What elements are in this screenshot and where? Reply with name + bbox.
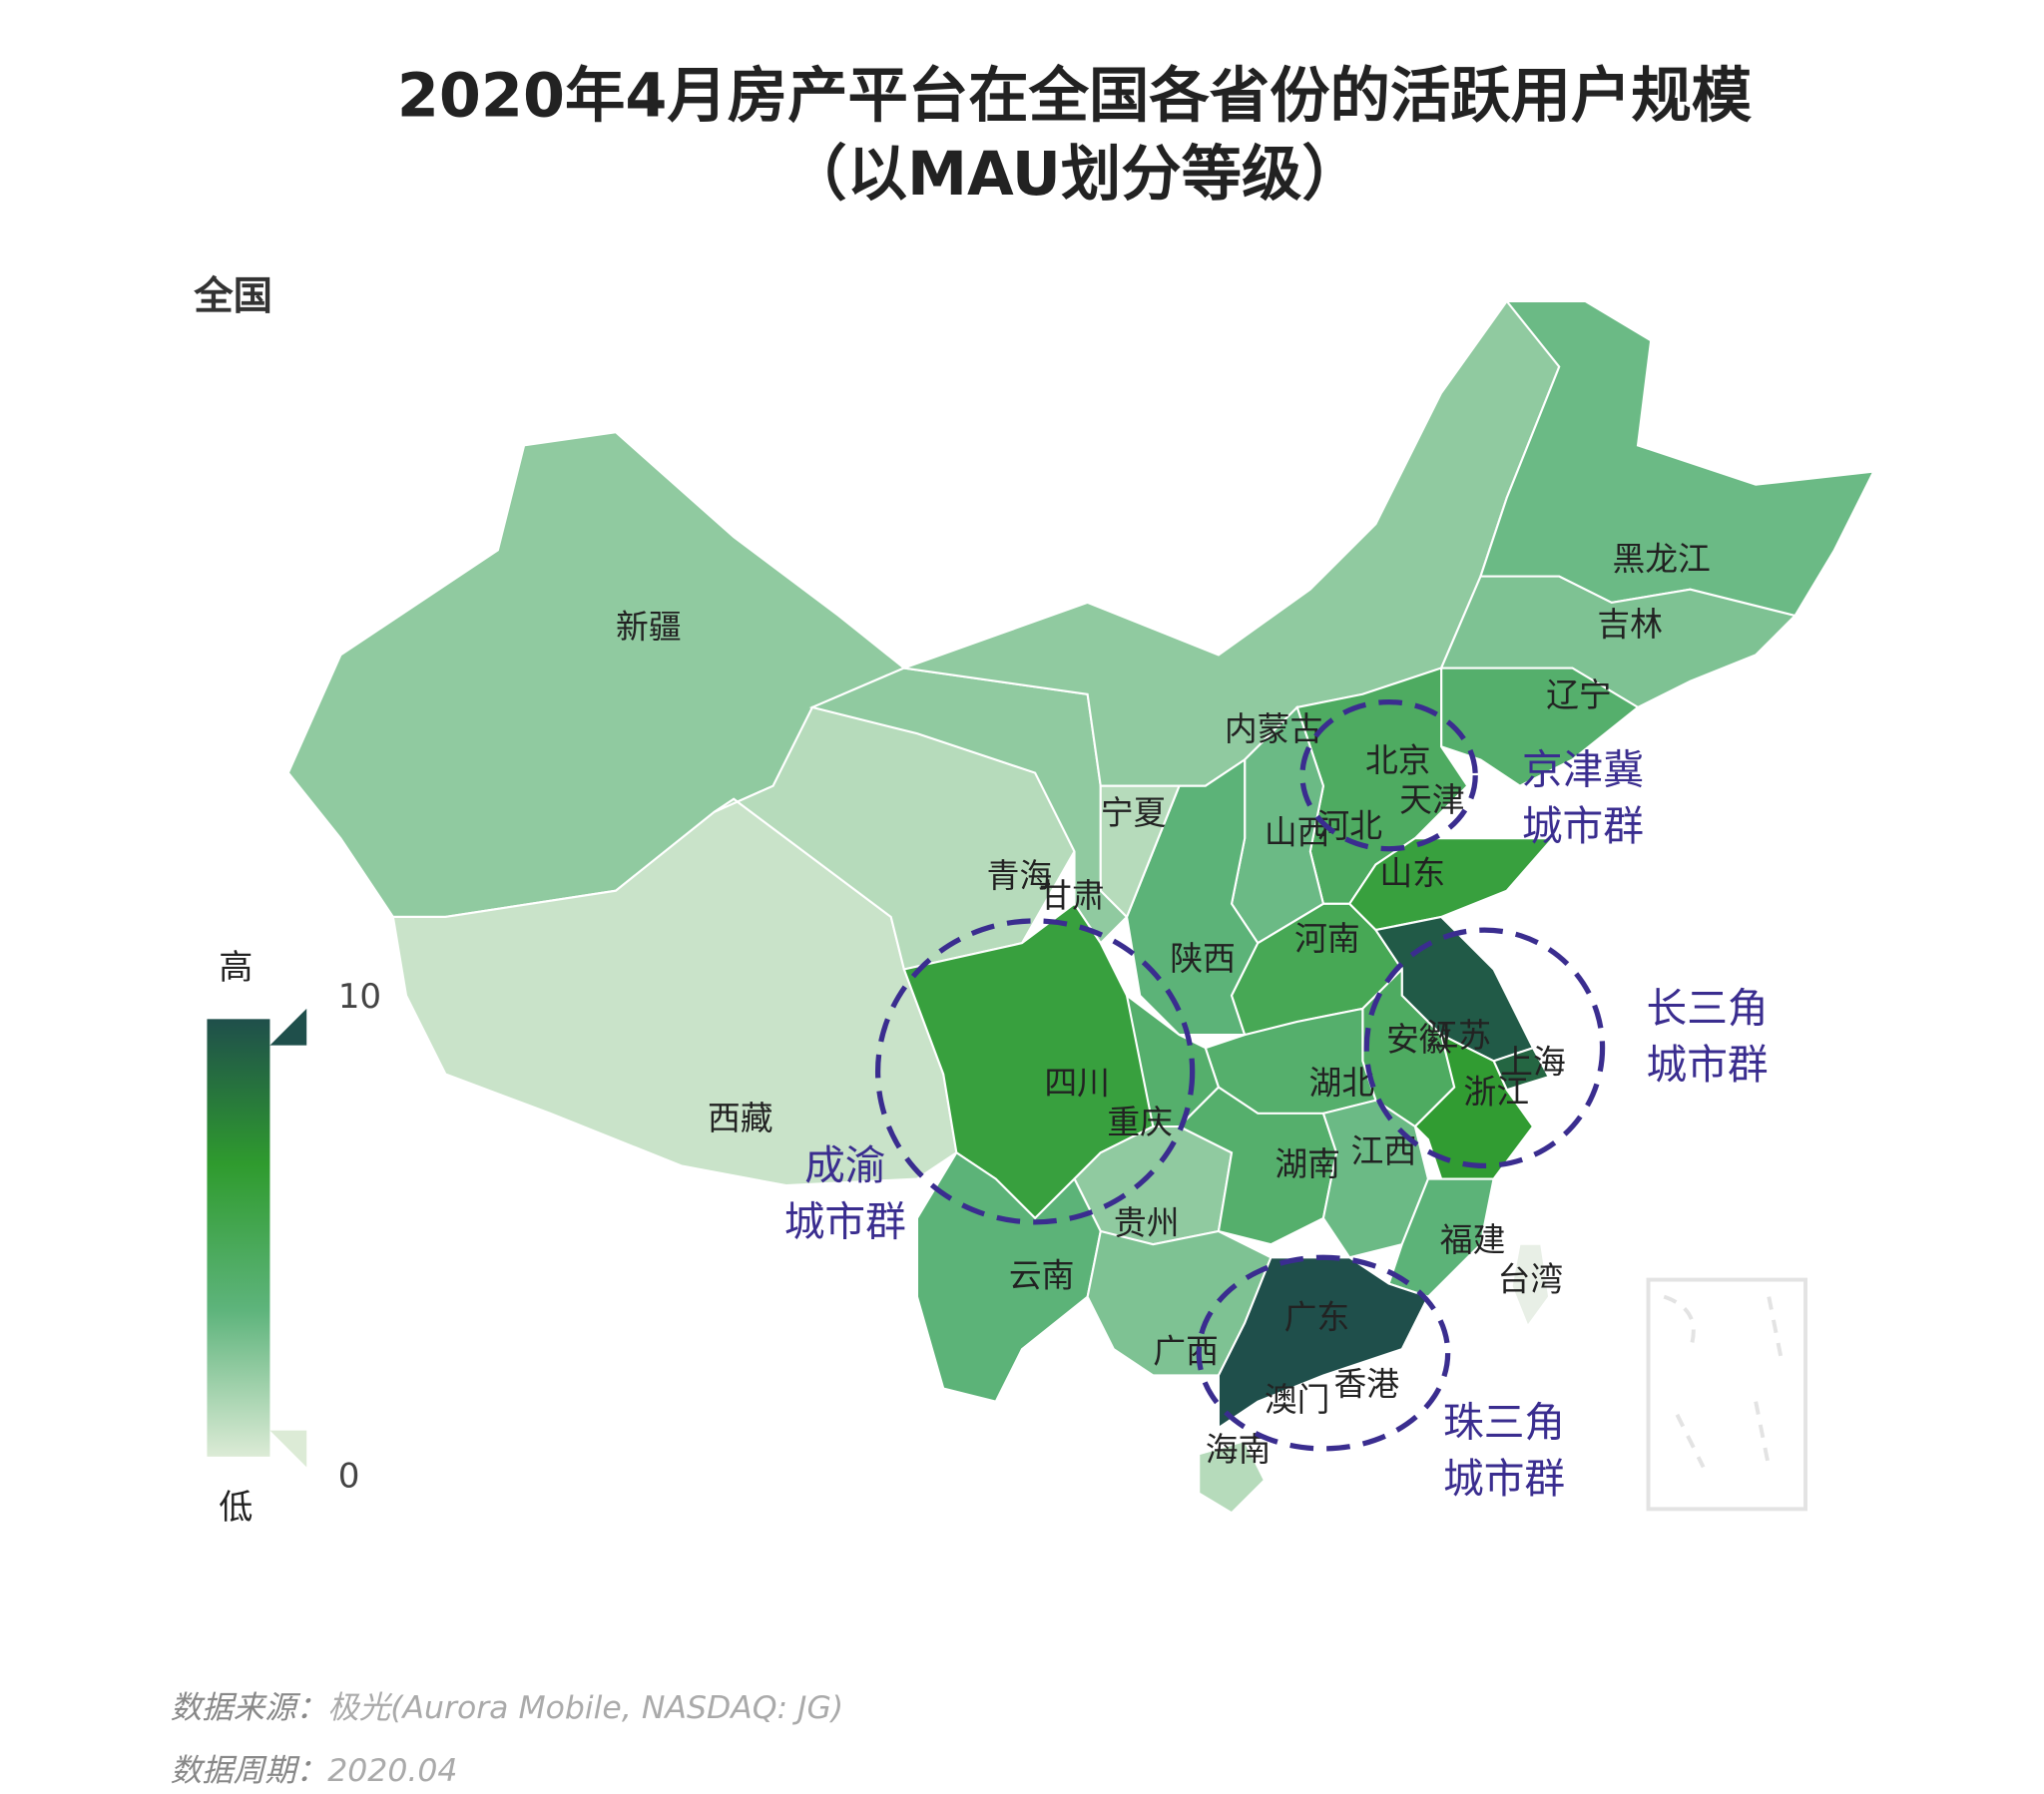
legend-tick: [269, 1430, 307, 1468]
region-label: 云南: [1009, 1256, 1075, 1294]
region: [1099, 784, 1182, 919]
region-label: 陕西: [1170, 940, 1236, 978]
region: [915, 1150, 1102, 1403]
title: 2020年4月房产平台在全国各省份的活跃用户规模: [397, 61, 1753, 131]
cluster-label: 城市群: [784, 1197, 906, 1245]
region: [1198, 1439, 1267, 1515]
region-label: 宁夏: [1101, 794, 1167, 832]
scope-label: 全国: [193, 273, 272, 319]
cluster-label: 长三角: [1647, 984, 1769, 1032]
region-label: 辽宁: [1546, 676, 1612, 714]
legend: 高 低 0 10: [207, 948, 381, 1528]
south-sea-inset: [1646, 1277, 1808, 1512]
map: 新疆西藏青海甘肃内蒙古黑龙江吉林辽宁河北山西陕西宁夏山东河南江苏安徽上海浙江湖北…: [286, 299, 1876, 1515]
cluster-label: 成渝: [804, 1141, 885, 1189]
period-value: 2020.04: [327, 1753, 457, 1789]
legend-tick-label: 0: [338, 1456, 360, 1496]
region-label: 黑龙江: [1612, 540, 1710, 578]
region-label: 吉林: [1597, 606, 1663, 644]
region-label: 河南: [1294, 920, 1360, 958]
cluster-ring: [1299, 699, 1478, 852]
legend-high: 高: [219, 948, 253, 988]
region-label: 甘肃: [1039, 877, 1105, 915]
period: 数据周期：2020.04: [171, 1753, 458, 1789]
place-label: 北京: [1365, 742, 1431, 780]
region-label: 湖南: [1275, 1145, 1340, 1183]
cluster-label: 京津冀: [1522, 746, 1644, 794]
region: [1177, 1086, 1338, 1246]
region-label: 山东: [1379, 854, 1445, 892]
taiwan-shape: [1511, 1243, 1550, 1327]
legend-tick-label: 10: [338, 977, 381, 1017]
region-label: 重庆: [1107, 1104, 1173, 1141]
place-label: 澳门: [1265, 1381, 1330, 1419]
source-label: 数据来源：: [171, 1690, 328, 1726]
cluster-ring: [874, 918, 1196, 1225]
source-value: 极光(Aurora Mobile, NASDAQ: JG): [327, 1690, 843, 1726]
region-label: 江苏: [1425, 1017, 1491, 1055]
region-label: 西藏: [708, 1100, 773, 1137]
region-label: 上海: [1500, 1043, 1566, 1081]
region-label: 广东: [1284, 1298, 1350, 1336]
region: [1217, 1256, 1430, 1430]
legend-bar: [207, 1019, 270, 1457]
source: 数据来源：极光(Aurora Mobile, NASDAQ: JG): [171, 1690, 843, 1726]
region-label: 青海: [987, 857, 1053, 895]
region: [1387, 1177, 1495, 1298]
cluster-label: 城市群: [1522, 802, 1644, 850]
place-label: 香港: [1333, 1365, 1399, 1403]
cluster-label: 城市群: [1443, 1455, 1565, 1503]
region-label: 新疆: [616, 609, 682, 647]
cluster-label: 城市群: [1647, 1041, 1769, 1089]
region: [1440, 667, 1640, 787]
region-label: 四川: [1044, 1064, 1110, 1102]
cluster-label: 珠三角: [1443, 1398, 1565, 1446]
place-label: 台湾: [1498, 1260, 1564, 1298]
legend-low: 低: [219, 1488, 253, 1528]
cluster-ring: [1196, 1254, 1451, 1452]
region-label: 贵州: [1114, 1204, 1180, 1242]
period-label: 数据周期：: [171, 1753, 328, 1789]
cluster-ring: [1363, 927, 1606, 1169]
subtitle: （以MAU划分等级）: [786, 140, 1362, 210]
region-label: 湖北: [1309, 1064, 1375, 1102]
region-label: 福建: [1440, 1221, 1506, 1259]
legend-tick: [269, 1008, 307, 1046]
region-label: 浙江: [1463, 1074, 1529, 1112]
region-label: 广西: [1153, 1333, 1219, 1371]
region-label: 内蒙古: [1225, 710, 1322, 748]
region-label: 安徽: [1386, 1021, 1452, 1059]
place-label: 天津: [1399, 781, 1465, 819]
